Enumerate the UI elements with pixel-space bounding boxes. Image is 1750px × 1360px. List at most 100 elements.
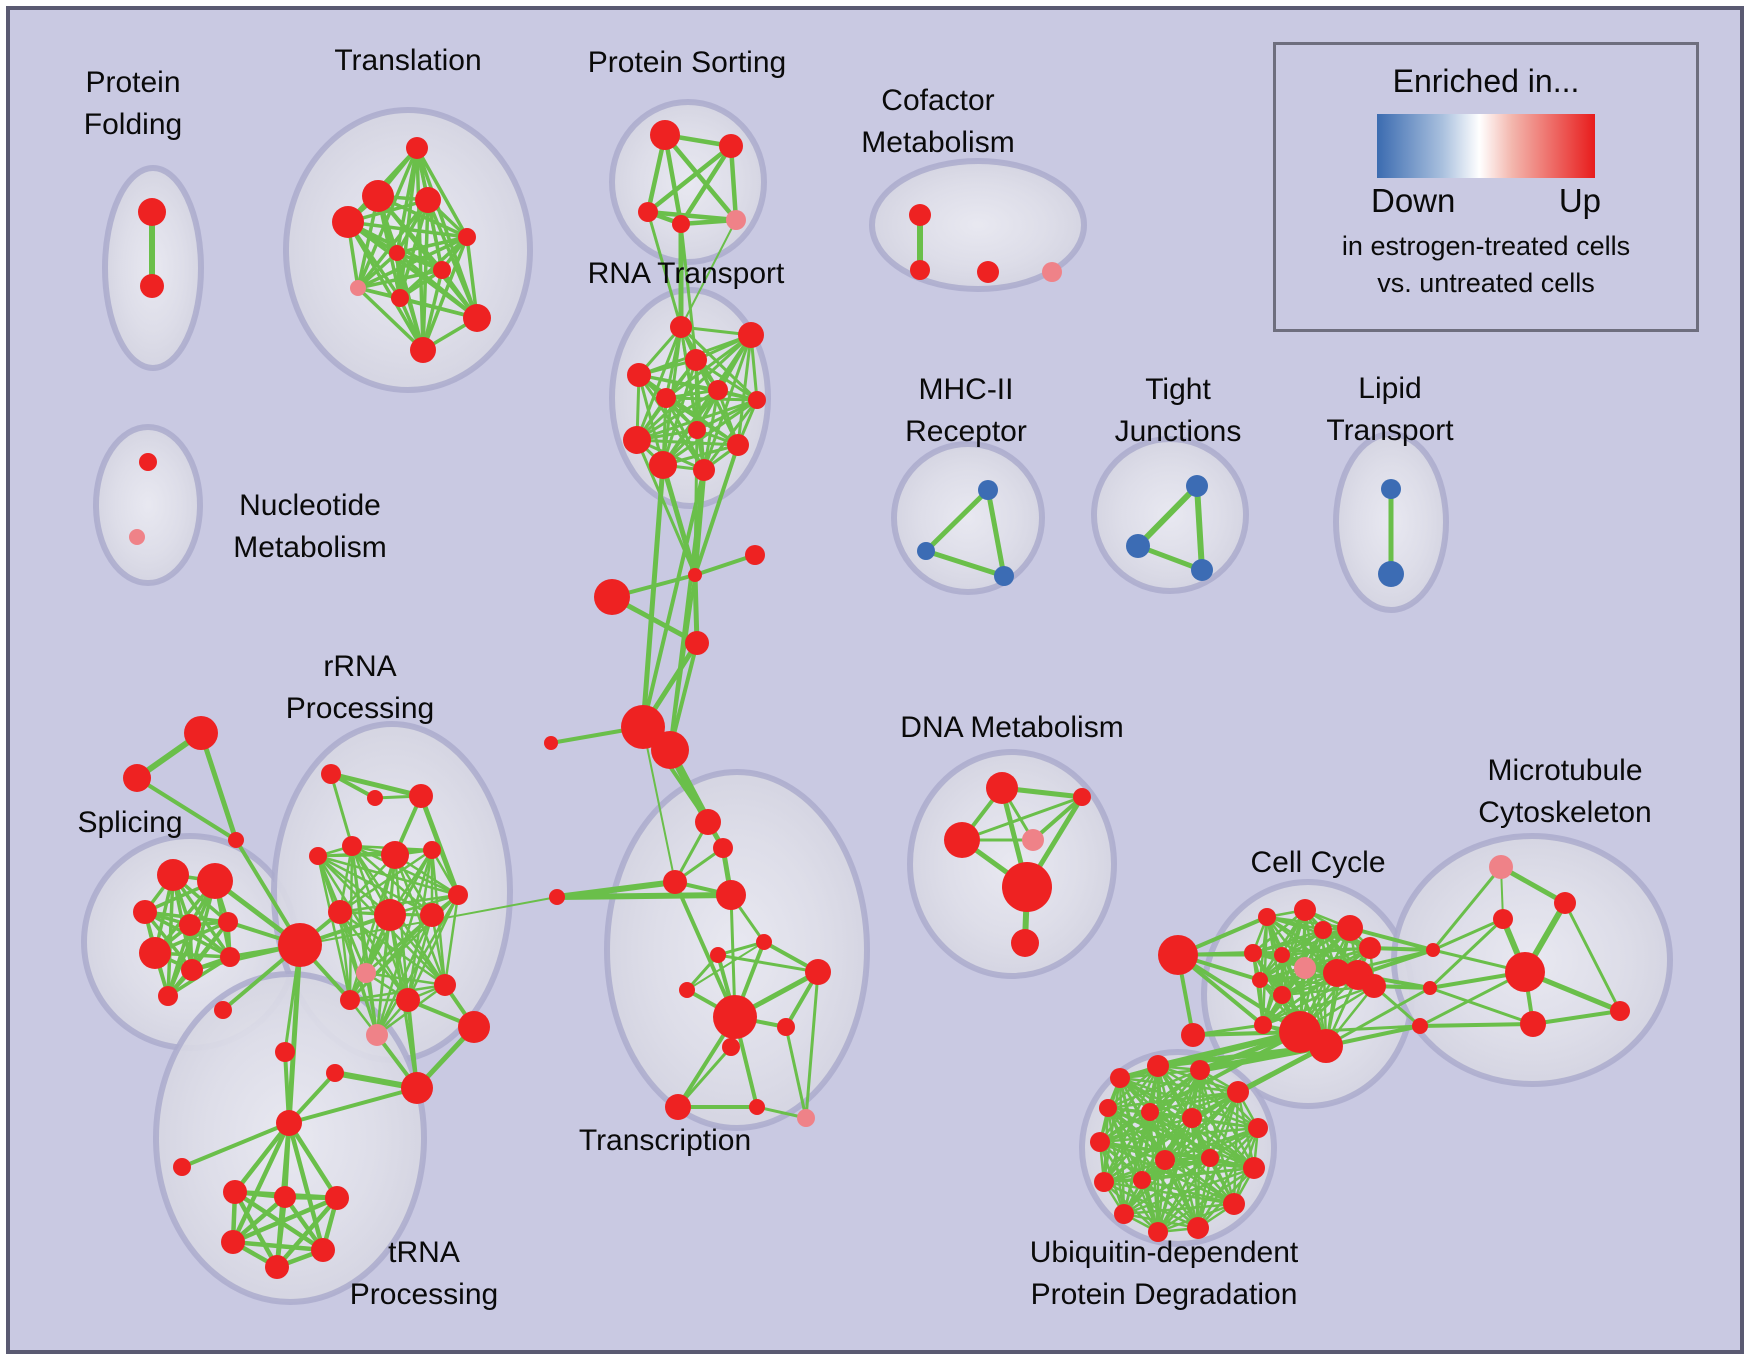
network-edge [728,143,739,223]
network-node-m3 [1493,909,1513,929]
network-edge [923,487,991,554]
network-node-cc9 [1274,947,1290,963]
network-node-LH [278,923,322,967]
network-edge [676,1045,733,1109]
network-node-r7 [423,841,441,859]
network-node-c4 [221,1230,245,1254]
network-node-u18 [1133,1171,1151,1189]
network-edge [960,795,1084,842]
network-edge [274,1195,340,1270]
network-node-u12 [1090,1132,1110,1152]
network-edge [230,1120,292,1245]
cluster-label-ubiquitin_degradation: Ubiquitin-dependent Protein Degradation [1030,1236,1299,1311]
network-node-tj3 [1191,559,1213,581]
network-node-r5 [342,836,362,856]
network-edge [356,286,425,352]
network-edge [338,910,352,1002]
cluster-label-rna_transport: RNA Transport [588,257,785,290]
network-node-t9 [391,289,409,307]
network-edge [287,1086,419,1125]
network-edge [415,146,469,239]
cluster-label-microtubule_cytoskeleton: Microtubule Cytoskeleton [1478,754,1651,829]
network-node-tr12 [665,1094,691,1120]
network-edge [635,398,759,442]
network-node-d6 [1011,929,1039,957]
network-node-r1 [321,764,341,784]
network-node-r11 [448,885,468,905]
network-node-t5 [458,228,476,246]
network-node-s5 [218,912,238,932]
network-node-m6 [1610,1001,1630,1021]
legend-gradient-bar [1377,114,1595,178]
network-edge [346,220,469,239]
network-node-cc12 [1252,972,1268,988]
network-node-cc13 [1273,986,1291,1004]
network-node-r6 [381,841,409,869]
network-edge [1106,1106,1126,1216]
network-edge [1190,1116,1260,1130]
network-edge [1428,986,1535,1026]
network-node-rt12 [693,459,715,481]
network-node-u14 [1141,1103,1159,1121]
network-edge [642,726,676,883]
network-node-cf4 [1042,262,1062,282]
network-edge [645,209,739,223]
network-node-lb [123,764,151,792]
network-edge [1106,1068,1202,1110]
network-node-jn3 [1412,1018,1428,1034]
network-node-u17 [1201,1149,1219,1167]
network-node-lc [228,832,244,848]
network-node-tj1 [1186,475,1208,497]
network-node-tr2 [713,838,733,858]
network-node-u3 [1190,1060,1210,1080]
network-edge [1122,1156,1212,1216]
network-edge [695,398,759,432]
cluster-label-mhc_ii_receptor: MHC-II Receptor [905,373,1027,448]
network-edge [364,893,460,975]
network-edge [1418,1022,1535,1028]
network-edge [1498,864,1568,906]
network-edge [694,358,759,402]
network-node-fsp [173,1158,191,1176]
network-node-t4 [332,206,364,238]
network-edge [637,373,706,472]
network-node-jl [544,736,558,750]
network-node-cf2 [910,260,930,280]
network-edge [716,953,820,974]
network-node-j1 [688,568,702,582]
network-node-r16 [458,1011,490,1043]
network-node-n1 [139,453,157,471]
network-node-cc1 [1158,935,1198,975]
network-node-r9 [374,899,406,931]
network-node-rt6 [708,380,728,400]
cluster-label-cofactor_metabolism: Cofactor Metabolism [861,84,1014,159]
cluster-label-protein_folding: Protein Folding [84,66,182,141]
network-edge [350,844,379,1037]
network-edge [1098,1064,1160,1144]
network-edge [1265,915,1352,930]
network-node-u13 [1099,1099,1117,1117]
network-node-tr7 [679,982,695,998]
network-node-l1 [1381,479,1401,499]
network-node-r13 [340,990,360,1010]
network-edge [923,548,1007,579]
network-node-r8 [328,900,352,924]
network-edge [286,1120,340,1201]
network-node-r18 [275,1042,295,1062]
network-edge [662,132,684,227]
network-node-t8 [350,280,366,296]
network-node-m4 [1505,952,1545,992]
network-node-jbig [594,579,630,615]
network-node-tr11 [722,1038,740,1056]
cluster-label-protein_sorting: Protein Sorting [588,46,786,79]
network-node-ps3 [638,202,658,222]
network-node-s9 [158,986,178,1006]
network-node-u10 [1114,1204,1134,1224]
network-edge [1098,1140,1160,1234]
network-edge [641,468,706,729]
network-edge [1148,1090,1240,1114]
network-node-u8 [1187,1217,1209,1239]
network-node-ps4 [672,215,690,233]
network-edge [1148,1030,1302,1114]
legend-down-label: Down [1371,182,1456,219]
